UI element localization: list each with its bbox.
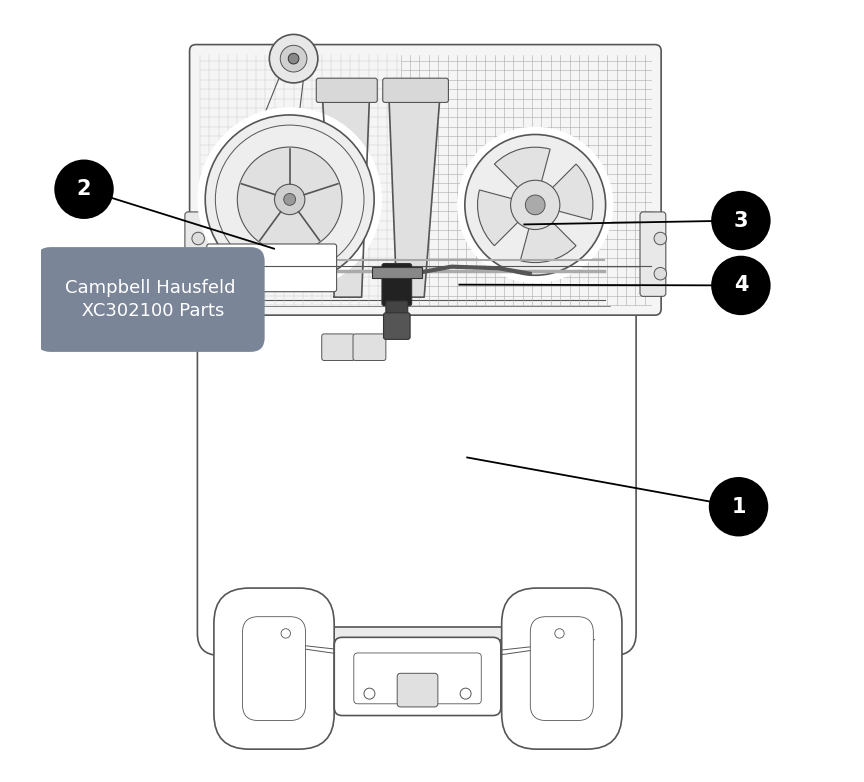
- Circle shape: [54, 160, 114, 219]
- Circle shape: [711, 191, 771, 250]
- FancyBboxPatch shape: [386, 301, 408, 318]
- Wedge shape: [535, 164, 593, 220]
- FancyBboxPatch shape: [384, 313, 410, 339]
- FancyBboxPatch shape: [185, 212, 211, 296]
- Text: 3: 3: [734, 210, 748, 231]
- Wedge shape: [478, 190, 535, 246]
- Circle shape: [221, 274, 229, 282]
- Bar: [372, 267, 422, 278]
- Circle shape: [192, 267, 205, 280]
- Wedge shape: [520, 205, 576, 263]
- Text: 1: 1: [731, 497, 746, 517]
- FancyBboxPatch shape: [321, 334, 354, 361]
- Polygon shape: [389, 98, 440, 297]
- Circle shape: [283, 193, 295, 206]
- Wedge shape: [494, 147, 550, 205]
- Circle shape: [197, 107, 382, 292]
- FancyBboxPatch shape: [397, 673, 438, 707]
- Text: 2: 2: [77, 179, 92, 199]
- Circle shape: [711, 256, 771, 315]
- FancyBboxPatch shape: [36, 247, 264, 352]
- Circle shape: [465, 135, 606, 275]
- FancyBboxPatch shape: [382, 264, 411, 306]
- Circle shape: [206, 115, 374, 284]
- FancyBboxPatch shape: [316, 78, 378, 102]
- FancyBboxPatch shape: [189, 45, 661, 315]
- Circle shape: [511, 180, 560, 230]
- FancyBboxPatch shape: [197, 264, 636, 655]
- FancyBboxPatch shape: [502, 588, 622, 749]
- Circle shape: [281, 629, 290, 638]
- Circle shape: [275, 185, 305, 214]
- Circle shape: [192, 232, 205, 245]
- Circle shape: [289, 53, 299, 64]
- Circle shape: [525, 195, 545, 215]
- Text: 4: 4: [734, 275, 748, 296]
- FancyBboxPatch shape: [383, 78, 448, 102]
- Circle shape: [270, 34, 318, 83]
- Circle shape: [708, 477, 768, 536]
- Polygon shape: [322, 98, 370, 297]
- FancyBboxPatch shape: [353, 653, 481, 704]
- Circle shape: [457, 127, 613, 283]
- Text: Campbell Hausfeld
 XC302100 Parts: Campbell Hausfeld XC302100 Parts: [65, 278, 236, 321]
- Circle shape: [364, 688, 375, 699]
- FancyBboxPatch shape: [334, 637, 501, 716]
- FancyBboxPatch shape: [353, 334, 386, 361]
- FancyBboxPatch shape: [530, 617, 594, 720]
- FancyBboxPatch shape: [640, 212, 666, 296]
- Circle shape: [461, 688, 471, 699]
- FancyBboxPatch shape: [214, 588, 334, 749]
- Circle shape: [654, 232, 667, 245]
- Circle shape: [555, 629, 564, 638]
- Circle shape: [238, 147, 342, 252]
- FancyBboxPatch shape: [206, 244, 337, 292]
- FancyBboxPatch shape: [243, 617, 306, 720]
- Circle shape: [280, 45, 307, 72]
- FancyBboxPatch shape: [243, 627, 602, 640]
- Circle shape: [654, 267, 667, 280]
